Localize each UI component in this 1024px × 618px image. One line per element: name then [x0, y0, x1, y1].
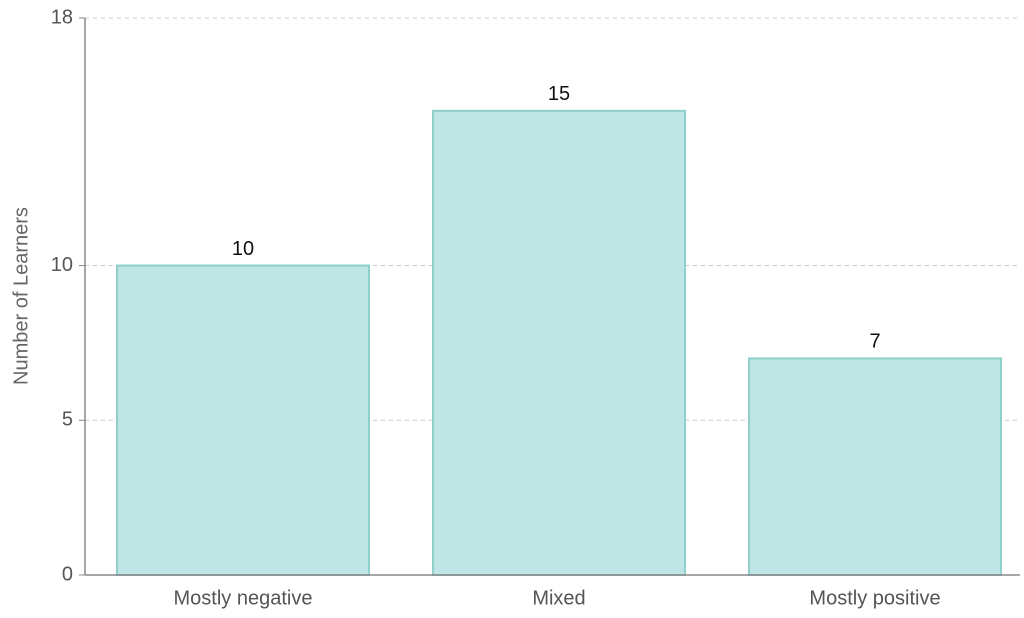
- value-label: 15: [548, 83, 570, 105]
- y-tick-label: 5: [62, 409, 73, 431]
- bar: [116, 264, 370, 576]
- y-tick-label: 0: [62, 563, 73, 585]
- y-axis-label: Number of Learners: [10, 207, 32, 385]
- y-tick-label: 10: [51, 254, 73, 276]
- value-label: 7: [869, 331, 880, 353]
- value-label: 10: [232, 238, 254, 260]
- bar: [748, 357, 1002, 576]
- x-tick-label: Mostly negative: [174, 587, 313, 609]
- x-tick-label: Mixed: [532, 587, 585, 609]
- y-tick-label: 18: [51, 6, 73, 28]
- x-tick-label: Mostly positive: [809, 587, 940, 609]
- bar: [432, 109, 686, 576]
